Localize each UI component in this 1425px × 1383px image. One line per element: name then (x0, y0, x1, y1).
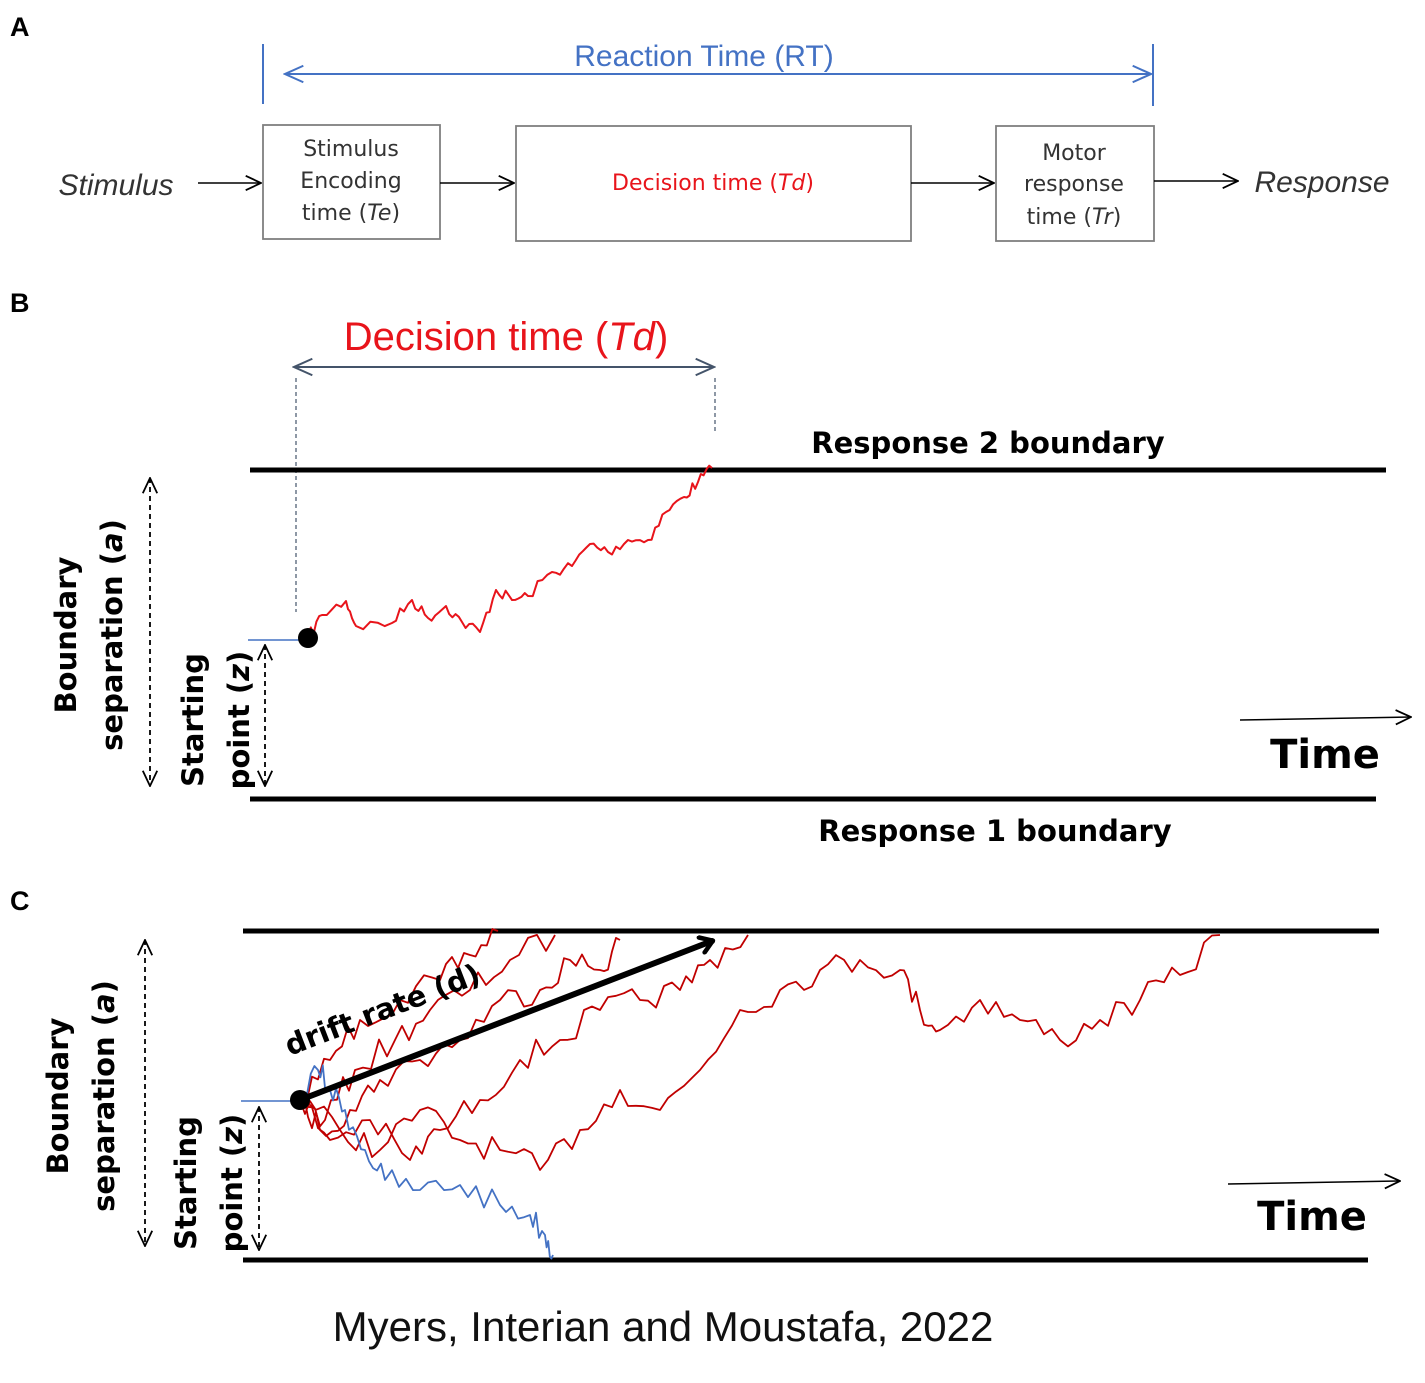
response-label: Response (1254, 166, 1389, 199)
decision-path (307, 464, 713, 639)
encoding-line2: Encoding (300, 169, 401, 194)
motor-line2: response (1024, 172, 1124, 197)
panel-a: A Reaction Time (RT) Stimulus Stimulus E… (10, 12, 1390, 242)
starting-point-dot (298, 628, 318, 648)
stimulus-label: Stimulus (58, 169, 173, 202)
time-label-c: Time (1257, 1194, 1367, 1240)
panel-a-label: A (10, 12, 30, 42)
time-arrow-b (1239, 717, 1411, 720)
drift-rate-arrow (297, 941, 712, 1103)
decision-box-label: Decision time (Td) (612, 171, 814, 196)
reaction-time-label: Reaction Time (RT) (574, 40, 834, 73)
citation: Myers, Interian and Moustafa, 2022 (333, 1303, 994, 1350)
red-trajectory (299, 934, 556, 1128)
encoding-line3: time (Te) (302, 201, 400, 226)
upper-boundary-label: Response 2 boundary (811, 426, 1164, 460)
panel-c-label: C (10, 886, 30, 916)
red-trajectory (299, 934, 1221, 1171)
panel-b-label: B (10, 288, 30, 318)
time-label-b: Time (1270, 732, 1380, 778)
boundary-separation-c-line1: Boundary (41, 1017, 75, 1174)
motor-line1: Motor (1042, 141, 1107, 166)
panel-b: B Decision time (Td) Response 2 boundary… (10, 288, 1411, 848)
decision-box (515, 125, 912, 242)
lower-boundary-label: Response 1 boundary (818, 814, 1171, 848)
time-arrow-c (1227, 1181, 1400, 1184)
starting-point-line2: point (z) (222, 651, 256, 790)
starting-point-dot-c (290, 1090, 310, 1110)
starting-point-line1: Starting (176, 653, 210, 787)
red-trajectory (299, 928, 499, 1106)
decision-time-label: Decision time (Td) (344, 315, 669, 359)
encoding-line1: Stimulus (303, 137, 399, 162)
boundary-separation-line1: Boundary (49, 556, 83, 713)
encoding-box (262, 124, 441, 240)
blue-trajectory (299, 1064, 554, 1260)
starting-point-c-line1: Starting (169, 1116, 203, 1250)
starting-point-c-line2: point (z) (215, 1114, 249, 1253)
panel-c: C Boundary separation (a) Starting point… (10, 886, 1400, 1263)
boundary-separation-c-line2: separation (a) (87, 980, 121, 1212)
motor-box (995, 125, 1155, 242)
red-trajectory (299, 934, 749, 1161)
motor-line3: time (Tr) (1027, 205, 1122, 230)
boundary-separation-line2: separation (a) (95, 519, 129, 751)
